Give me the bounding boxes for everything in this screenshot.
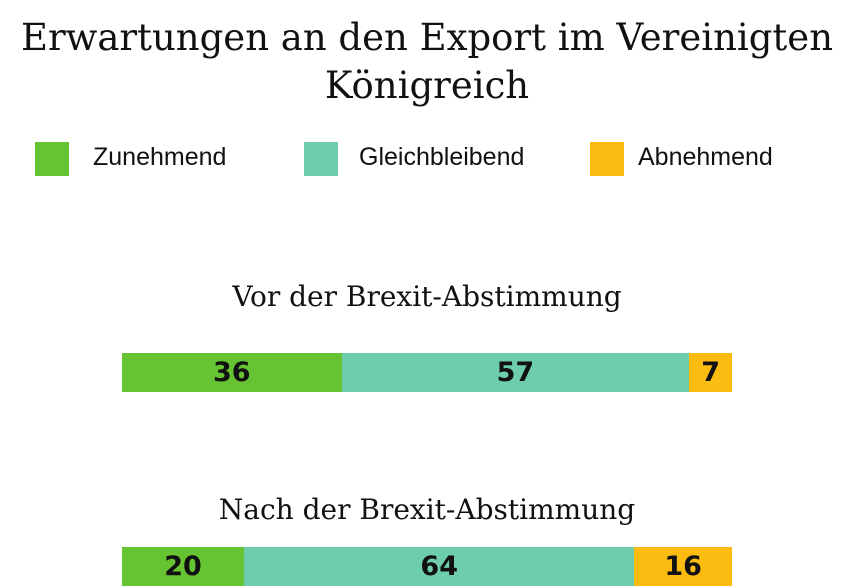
legend: Zunehmend Gleichbleibend Abnehmend bbox=[0, 140, 854, 176]
stacked-bar-nach: 20 64 16 bbox=[122, 547, 732, 586]
legend-label-abnehmend: Abnehmend bbox=[638, 143, 773, 171]
chart-title: Erwartungen an den Export im Vereinigten… bbox=[20, 16, 834, 107]
bar-segment-zunehmend: 20 bbox=[122, 547, 244, 586]
legend-swatch-gleichbleibend bbox=[304, 142, 338, 176]
bar-segment-gleichbleibend: 57 bbox=[341, 353, 690, 392]
data-label-abnehmend: 16 bbox=[664, 551, 702, 582]
bar-segment-gleichbleibend: 64 bbox=[244, 547, 635, 586]
data-label-gleichbleibend: 57 bbox=[496, 357, 535, 388]
stacked-bar-vor: 36 57 7 bbox=[122, 353, 732, 392]
bar-segment-zunehmend: 36 bbox=[122, 353, 342, 392]
bar-title-nach: Nach der Brexit-Abstimmung bbox=[218, 493, 636, 526]
data-label-zunehmend: 20 bbox=[164, 551, 202, 582]
legend-swatch-abnehmend bbox=[590, 142, 624, 176]
bar-segment-abnehmend: 7 bbox=[689, 353, 732, 392]
legend-label-zunehmend: Zunehmend bbox=[93, 143, 227, 171]
bar-segment-abnehmend: 16 bbox=[634, 547, 732, 586]
data-label-gleichbleibend: 64 bbox=[420, 551, 458, 582]
bar-title-vor: Vor der Brexit-Abstimmung bbox=[232, 280, 622, 313]
legend-label-gleichbleibend: Gleichbleibend bbox=[359, 143, 525, 171]
data-label-abnehmend: 7 bbox=[701, 357, 721, 388]
legend-swatch-zunehmend bbox=[35, 142, 69, 176]
data-label-zunehmend: 36 bbox=[213, 357, 251, 388]
